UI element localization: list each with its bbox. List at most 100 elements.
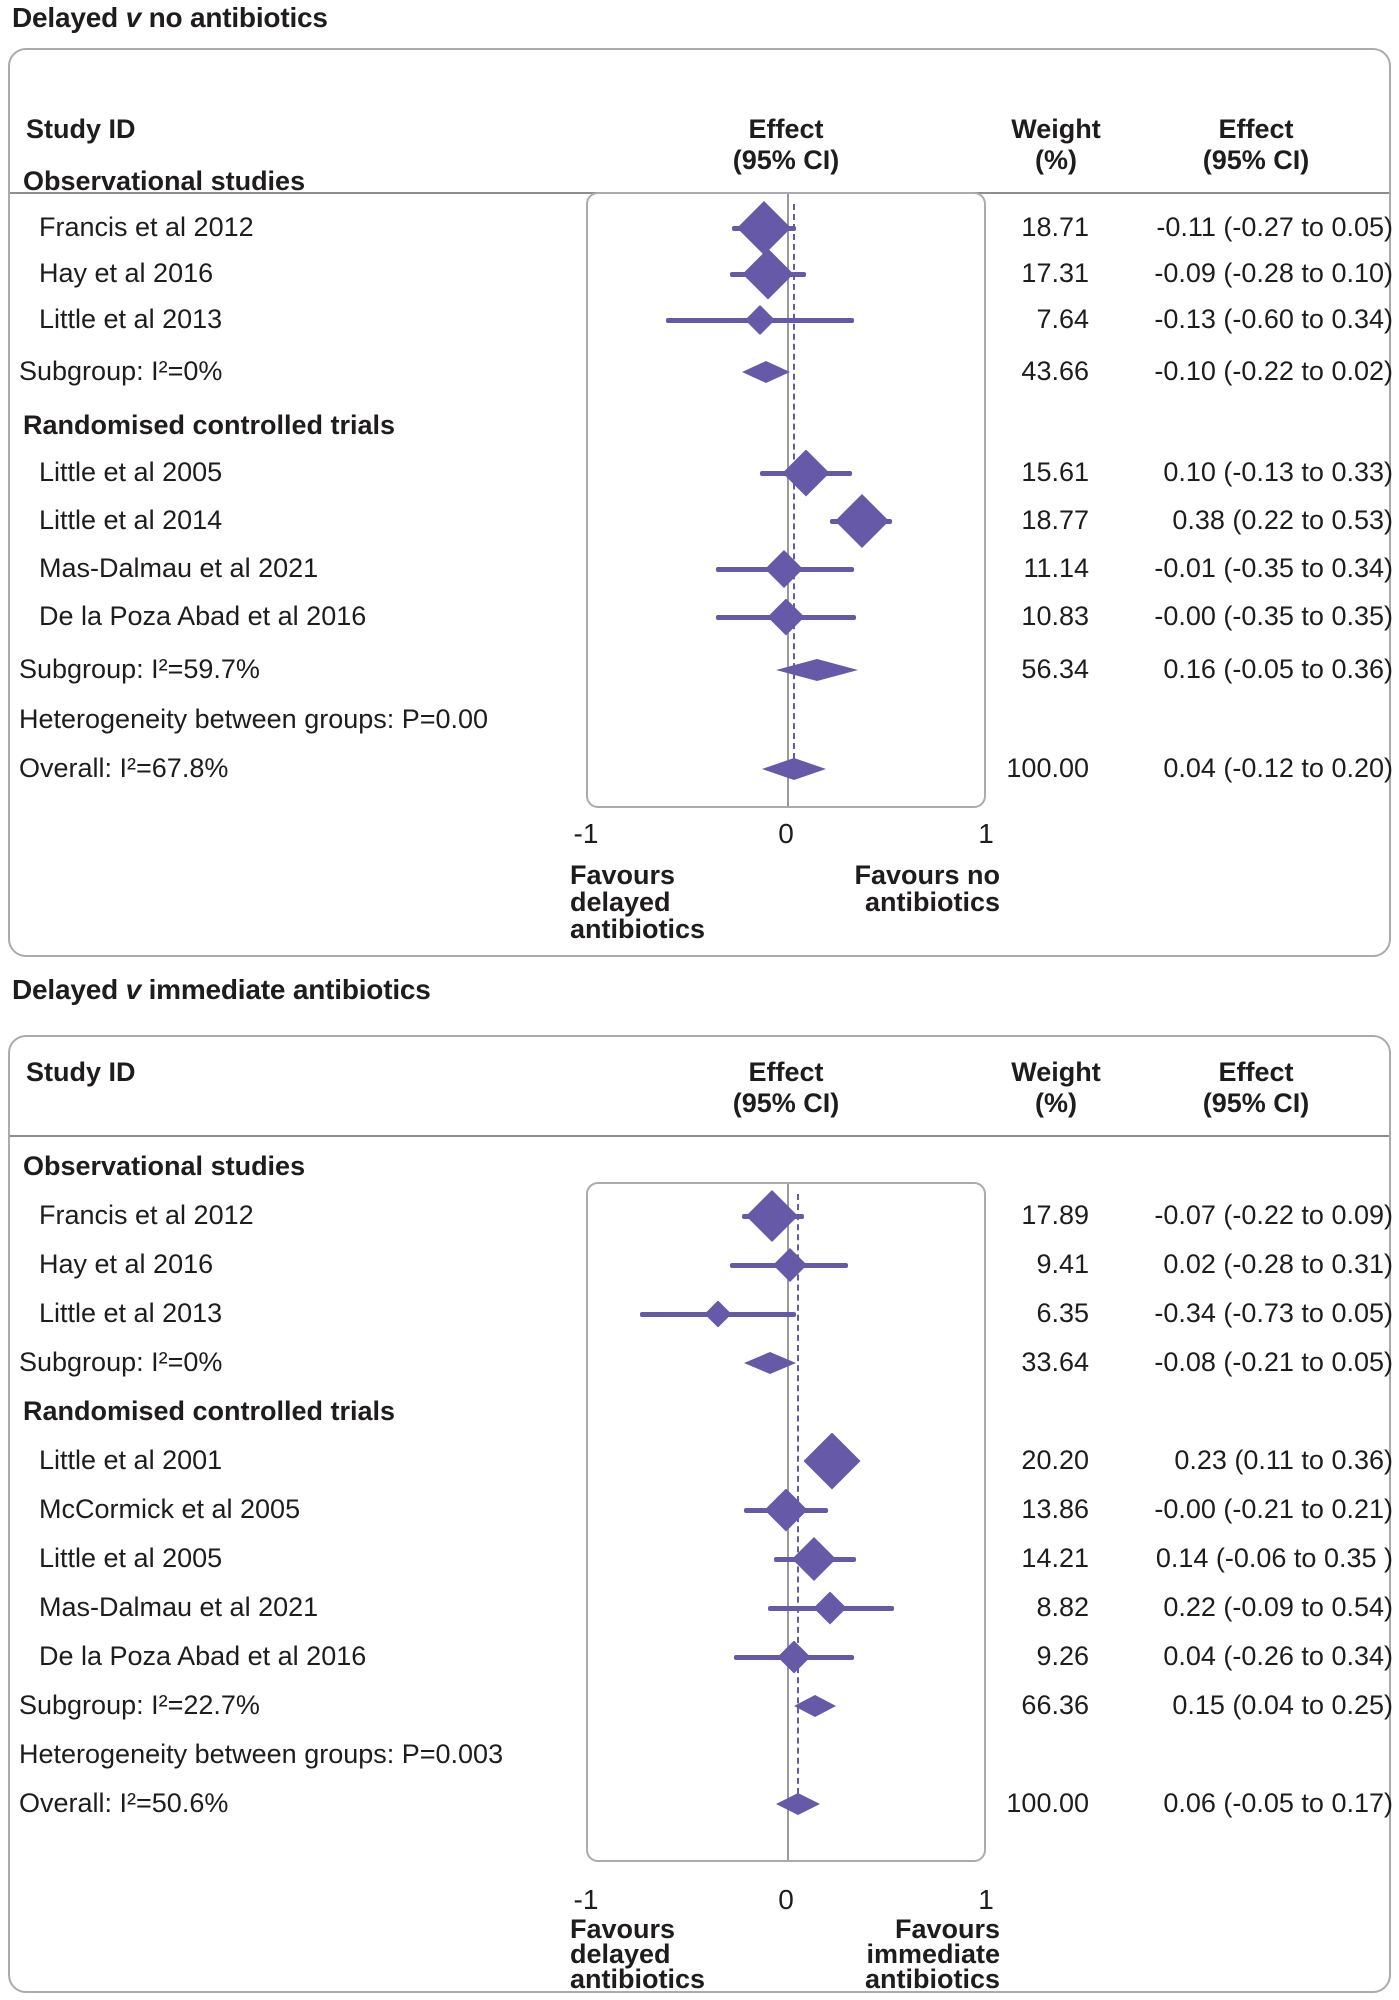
favours-label-line: Favours [570, 860, 676, 890]
zero-reference-line [787, 194, 789, 806]
row-label: Little et al 2005 [39, 456, 223, 487]
effect-value: 0.04 (-0.26 to 0.34) [1163, 1640, 1393, 1671]
header-divider [10, 1135, 1389, 1137]
title-text: Delayed [12, 974, 118, 1005]
title-text: Delayed [12, 2, 118, 33]
axis-tick-neg1: -1 [573, 818, 599, 849]
favours-label-line: antibiotics [864, 887, 1000, 917]
axis-tick-neg1: -1 [573, 1884, 599, 1915]
row-label: Hay et al 2016 [39, 257, 214, 288]
favours-label-line: immediate [866, 1939, 1000, 1969]
row-label: Mas-Dalmau et al 2021 [39, 552, 319, 583]
axis-tick-0: 0 [778, 1884, 794, 1915]
favours-left-label: Favours delayed antibiotics [570, 862, 705, 943]
row-label: Subgroup: I²=0% [19, 355, 223, 386]
title-text: no antibiotics [148, 2, 328, 33]
weight-value: 33.64 [1021, 1346, 1089, 1377]
row-label: Heterogeneity between groups: P=0.003 [19, 1738, 504, 1769]
weight-value: 43.66 [1021, 355, 1089, 386]
column-header-effect-plot: Effect (95% CI) [732, 1057, 840, 1118]
weight-value: 9.26 [1036, 1640, 1089, 1671]
title-text: immediate antibiotics [148, 974, 431, 1005]
effect-value: -0.00 (-0.35 to 0.35) [1154, 600, 1393, 631]
axis-tick-0: 0 [778, 818, 794, 849]
row-label: Subgroup: I²=0% [19, 1346, 223, 1377]
summary-diamond [776, 1793, 820, 1815]
effect-value: -0.00 (-0.21 to 0.21) [1154, 1493, 1393, 1524]
column-header-effect-ci: Effect (95% CI) [1202, 1057, 1310, 1118]
effect-value: -0.09 (-0.28 to 0.10) [1154, 257, 1393, 288]
effect-value: 0.22 (-0.09 to 0.54) [1163, 1591, 1393, 1622]
axis-tick-pos1: 1 [978, 818, 994, 849]
favours-label-line: Favours [894, 1914, 1000, 1944]
effect-value: -0.01 (-0.35 to 0.34) [1154, 552, 1393, 583]
weight-value: 18.71 [1021, 211, 1089, 242]
title-versus: v [125, 2, 142, 33]
favours-right-label: Favours immediate antibiotics [800, 1914, 1000, 1994]
effect-value: 0.38 (0.22 to 0.53) [1172, 504, 1393, 535]
row-label: Overall: I²=50.6% [19, 1787, 229, 1818]
summary-diamond [776, 659, 858, 681]
summary-diamond [794, 1695, 836, 1717]
effect-value: 0.15 (0.04 to 0.25) [1172, 1689, 1393, 1720]
row-label: De la Poza Abad et al 2016 [39, 600, 367, 631]
row-label: Observational studies [23, 165, 306, 196]
row-label: Subgroup: I²=59.7% [19, 653, 260, 684]
row-label: Subgroup: I²=22.7% [19, 1689, 260, 1720]
effect-value: -0.08 (-0.21 to 0.05) [1154, 1346, 1393, 1377]
row-label: Randomised controlled trials [23, 1395, 396, 1426]
plot-area [586, 192, 986, 808]
row-label: Little et al 2001 [39, 1444, 223, 1475]
weight-value: 100.00 [1006, 1787, 1089, 1818]
effect-value: -0.10 (-0.22 to 0.02) [1154, 355, 1393, 386]
row-label: Little et al 2013 [39, 303, 223, 334]
weight-value: 66.36 [1021, 1689, 1089, 1720]
weight-value: 6.35 [1036, 1297, 1089, 1328]
effect-value: 0.23 (0.11 to 0.36) [1174, 1444, 1393, 1475]
row-label: De la Poza Abad et al 2016 [39, 1640, 367, 1671]
column-header-effect-ci: Effect (95% CI) [1202, 114, 1310, 175]
column-header-effect-plot: Effect (95% CI) [732, 114, 840, 175]
overall-effect-dashed-line [793, 204, 795, 769]
weight-value: 9.41 [1036, 1248, 1089, 1279]
favours-label-line: Favours no [854, 860, 1000, 890]
overall-effect-dashed-line [797, 1194, 799, 1804]
row-label: Observational studies [23, 1150, 306, 1181]
row-label: Francis et al 2012 [39, 1199, 254, 1230]
row-label: Little et al 2005 [39, 1542, 223, 1573]
effect-value: -0.11 (-0.27 to 0.05) [1156, 211, 1393, 242]
row-label: Mas-Dalmau et al 2021 [39, 1591, 319, 1622]
effect-value: 0.16 (-0.05 to 0.36) [1163, 653, 1393, 684]
favours-label-line: antibiotics [570, 1964, 706, 1994]
effect-value: 0.06 (-0.05 to 0.17) [1163, 1787, 1393, 1818]
panel-delayed-v-no-antibiotics: Study ID Effect (95% CI) Weight (%) Effect… [8, 48, 1393, 957]
row-label: Overall: I²=67.8% [19, 752, 229, 783]
favours-label-line: delayed [570, 1939, 671, 1969]
favours-label-line: antibiotics [864, 1964, 1000, 1994]
summary-diamond [742, 361, 790, 383]
row-label: McCormick et al 2005 [39, 1493, 301, 1524]
axis-tick-pos1: 1 [978, 1884, 994, 1915]
favours-label-line: antibiotics [570, 914, 706, 944]
effect-value: 0.02 (-0.28 to 0.31) [1163, 1248, 1393, 1279]
weight-value: 7.64 [1036, 303, 1089, 334]
weight-value: 20.20 [1021, 1444, 1089, 1475]
effect-value: -0.34 (-0.73 to 0.05) [1154, 1297, 1393, 1328]
favours-label-line: Favours [570, 1914, 676, 1944]
row-label: Heterogeneity between groups: P=0.00 [19, 703, 489, 734]
favours-right-label: Favours no antibiotics [800, 862, 1000, 916]
summary-diamond [762, 758, 826, 780]
favours-label-line: delayed [570, 887, 671, 917]
panel-1-title: Delayed v no antibiotics [12, 2, 328, 34]
row-label: Randomised controlled trials [23, 409, 396, 440]
weight-value: 17.31 [1021, 257, 1089, 288]
weight-value: 13.86 [1021, 1493, 1089, 1524]
column-header-weight: Weight (%) [1011, 114, 1101, 175]
weight-value: 18.77 [1021, 504, 1089, 535]
effect-value: -0.13 (-0.60 to 0.34) [1154, 303, 1393, 334]
column-header-weight: Weight (%) [1011, 1057, 1101, 1118]
weight-value: 8.82 [1036, 1591, 1089, 1622]
effect-value: 0.04 (-0.12 to 0.20) [1163, 752, 1393, 783]
effect-value: -0.07 (-0.22 to 0.09) [1154, 1199, 1393, 1230]
